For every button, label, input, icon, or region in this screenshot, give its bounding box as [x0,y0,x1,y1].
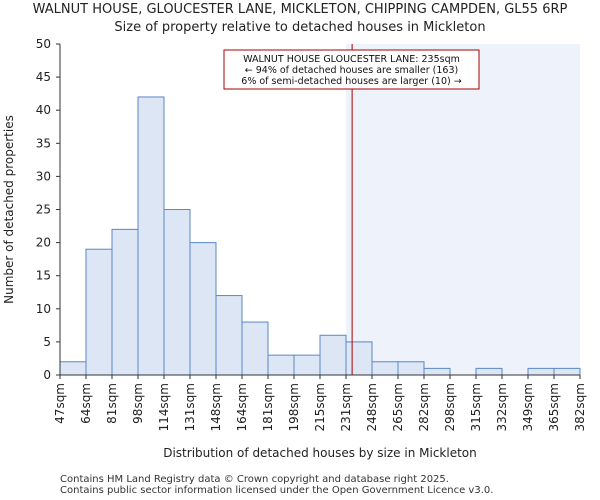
y-tick-label: 45 [36,70,51,84]
histogram-bar [215,295,243,376]
x-tick-label: 349sqm [521,383,535,431]
x-tick-label: 164sqm [235,383,249,431]
x-tick-label: 47sqm [53,383,67,424]
x-tick-label: 114sqm [157,383,171,431]
x-tick-label: 98sqm [131,383,145,424]
histogram-bar [111,228,139,376]
y-tick-label: 50 [36,37,51,51]
y-tick-label: 25 [36,203,51,217]
y-tick-label: 15 [36,269,51,283]
histogram-bar [553,367,581,376]
y-tick-label: 10 [36,302,51,316]
y-tick-label: 0 [43,368,51,382]
x-tick-label: 81sqm [105,383,119,424]
x-tick-label: 215sqm [313,383,327,431]
x-tick-label: 181sqm [261,383,275,431]
y-tick-label: 5 [43,335,51,349]
y-tick-label: 30 [36,169,51,183]
histogram-bar [527,367,555,376]
histogram-bar [423,367,451,376]
histogram-bar [319,334,347,376]
histogram-bar [85,248,113,376]
x-tick-label: 131sqm [183,383,197,431]
histogram-bar [267,354,295,376]
x-tick-label: 365sqm [547,383,561,431]
annotation-box: WALNUT HOUSE GLOUCESTER LANE: 235sqm ← 9… [223,49,480,90]
histogram-chart: 0 5 10 15 20 25 30 35 40 45 50 47sqm 64sqm 81sqm 98sq… [2,37,587,460]
highlight-region [346,44,580,375]
y-tick-label: 35 [36,136,51,150]
chart-title: WALNUT HOUSE, GLOUCESTER LANE, MICKLETON… [32,2,568,17]
annotation-line-1: WALNUT HOUSE GLOUCESTER LANE: 235sqm [243,54,460,65]
x-tick-label: 198sqm [287,383,301,431]
footer-licence: Contains public sector information licen… [60,485,494,496]
histogram-bar [163,209,191,376]
histogram-bar [59,361,87,376]
histogram-bar [475,367,503,376]
x-tick-label: 148sqm [209,383,223,431]
histogram-bar [397,361,425,376]
x-tick-label: 248sqm [365,383,379,431]
annotation-line-3: 6% of semi-detached houses are larger (1… [241,76,461,87]
histogram-bar [293,354,321,376]
y-tick-label: 40 [36,103,51,117]
x-tick-label: 382sqm [573,383,587,431]
histogram-bar [345,341,373,376]
x-tick-label: 265sqm [391,383,405,431]
y-tick-label: 20 [36,236,51,250]
histogram-bar [241,321,269,376]
footer-copyright: Contains HM Land Registry data © Crown c… [60,474,449,485]
histogram-bar [371,361,399,376]
histogram-bar [189,242,217,376]
x-tick-label: 315sqm [469,383,483,431]
annotation-line-2: ← 94% of detached houses are smaller (16… [245,65,458,76]
y-axis-label: Number of detached properties [2,115,16,304]
x-tick-label: 298sqm [443,383,457,431]
x-tick-label: 282sqm [417,383,431,431]
x-tick-label: 332sqm [495,383,509,431]
x-axis-label: Distribution of detached houses by size … [163,446,477,460]
chart-subtitle: Size of property relative to detached ho… [114,20,486,35]
x-tick-label: 231sqm [339,383,353,431]
histogram-bar [137,96,165,376]
x-tick-label: 64sqm [79,383,93,424]
